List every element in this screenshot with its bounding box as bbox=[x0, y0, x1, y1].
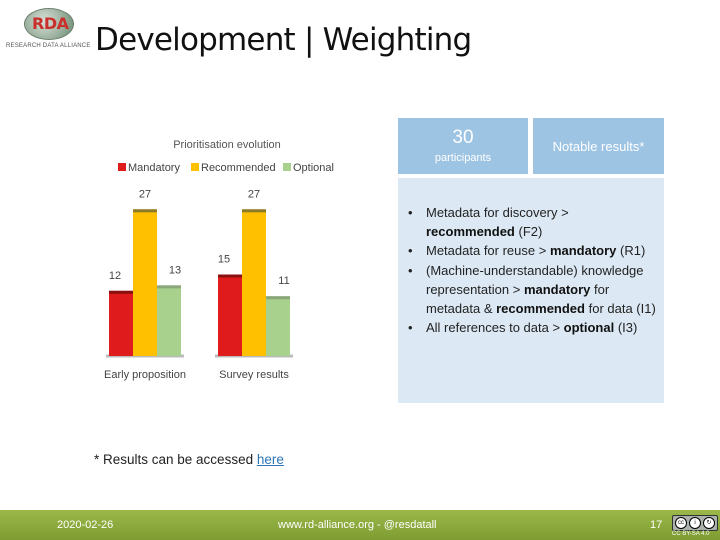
license-label: CC BY-SA 4.0 bbox=[672, 531, 710, 537]
data-label: 11 bbox=[278, 275, 289, 287]
legend-swatch bbox=[118, 163, 126, 171]
result-item: • Metadata for discovery > recommended (F… bbox=[406, 203, 658, 241]
data-label: 15 bbox=[218, 254, 230, 266]
result-item: • All references to data > optional (I3) bbox=[406, 318, 658, 337]
participants-label: participants bbox=[434, 152, 492, 164]
prioritisation-chart: Prioritisation evolution Mandatory Recomme… bbox=[104, 139, 334, 381]
footnote: * Results can be accessed here bbox=[94, 452, 284, 467]
legend-label: Optional bbox=[293, 162, 334, 174]
result-level: recommended bbox=[426, 224, 515, 240]
bullet-icon: • bbox=[408, 205, 413, 220]
legend-label: Recommended bbox=[201, 162, 276, 174]
cc-license-badge: cc i ↻ bbox=[672, 515, 718, 531]
data-label: 12 bbox=[109, 270, 121, 282]
participants-count: 30 bbox=[452, 127, 474, 148]
result-item: • (Machine-understandable) knowledge repr… bbox=[406, 261, 658, 319]
bar-top-edge bbox=[242, 209, 266, 213]
logo-subtext: RESEARCH DATA ALLIANCE bbox=[6, 43, 91, 49]
category-label: Survey results bbox=[219, 369, 289, 381]
legend-label: Mandatory bbox=[128, 162, 180, 174]
footer-url: www.rd-alliance.org - @resdatall bbox=[278, 519, 437, 531]
result-text: Metadata for reuse > bbox=[426, 243, 550, 259]
category-label: Early proposition bbox=[104, 369, 186, 381]
rda-logo: RDA RESEARCH DATA ALLIANCE bbox=[6, 8, 90, 54]
bar-top-edge bbox=[218, 274, 242, 278]
bar-top-edge bbox=[133, 209, 157, 213]
results-panel: • Metadata for discovery > recommended (F… bbox=[398, 178, 664, 403]
notable-results-label: Notable results* bbox=[552, 139, 645, 154]
bar-recommended bbox=[242, 209, 266, 356]
result-text: (F2) bbox=[514, 224, 543, 240]
footer-bar: 2020-02-26 www.rd-alliance.org - @resdat… bbox=[0, 510, 720, 540]
data-label: 13 bbox=[169, 264, 181, 276]
legend-swatch bbox=[191, 163, 199, 171]
participants-card: 30 participants bbox=[398, 118, 528, 174]
by-icon: i bbox=[689, 517, 701, 529]
bar-mandatory bbox=[109, 290, 133, 356]
logo-text: RDA bbox=[32, 14, 69, 33]
legend-swatch bbox=[283, 163, 291, 171]
result-text: for metadata & bbox=[426, 281, 610, 317]
result-level: mandatory bbox=[523, 281, 591, 297]
result-text: All references to data > bbox=[426, 320, 564, 336]
result-text: for data (I1) bbox=[584, 301, 656, 317]
cc-icon: cc bbox=[675, 517, 687, 529]
result-level: recommended bbox=[496, 301, 585, 317]
result-level: optional bbox=[563, 320, 615, 336]
footer-date: 2020-02-26 bbox=[57, 519, 114, 531]
bullet-icon: • bbox=[408, 320, 413, 336]
result-text: Metadata for discovery > bbox=[426, 205, 569, 220]
bar-optional bbox=[266, 296, 290, 356]
bar-recommended bbox=[133, 209, 157, 356]
bullet-icon: • bbox=[408, 243, 413, 259]
page-number: 17 bbox=[650, 519, 663, 531]
results-list: • Metadata for discovery > recommended (F… bbox=[406, 203, 658, 337]
page-title: Development | Weighting bbox=[95, 22, 472, 58]
result-text: (I3) bbox=[614, 320, 638, 336]
bar-top-edge bbox=[157, 285, 181, 289]
rda-globe-icon bbox=[24, 8, 74, 40]
data-label: 27 bbox=[248, 188, 260, 200]
bar-optional bbox=[157, 285, 181, 356]
bar-top-edge bbox=[109, 290, 133, 294]
bar-mandatory bbox=[218, 274, 242, 356]
bar-top-edge bbox=[266, 296, 290, 300]
notable-results-card: Notable results* bbox=[533, 118, 664, 174]
bullet-icon: • bbox=[408, 262, 413, 278]
result-text: (R1) bbox=[616, 243, 646, 259]
footnote-text: * Results can be accessed bbox=[94, 452, 257, 467]
result-text: (Machine-understandable) knowledge repre… bbox=[426, 262, 644, 297]
share-alike-icon: ↻ bbox=[703, 517, 715, 529]
data-label: 27 bbox=[139, 188, 151, 200]
chart-title: Prioritisation evolution bbox=[173, 139, 281, 151]
results-link[interactable]: here bbox=[256, 452, 284, 467]
result-level: mandatory bbox=[549, 243, 617, 259]
result-item: • Metadata for reuse > mandatory (R1) bbox=[406, 241, 658, 260]
